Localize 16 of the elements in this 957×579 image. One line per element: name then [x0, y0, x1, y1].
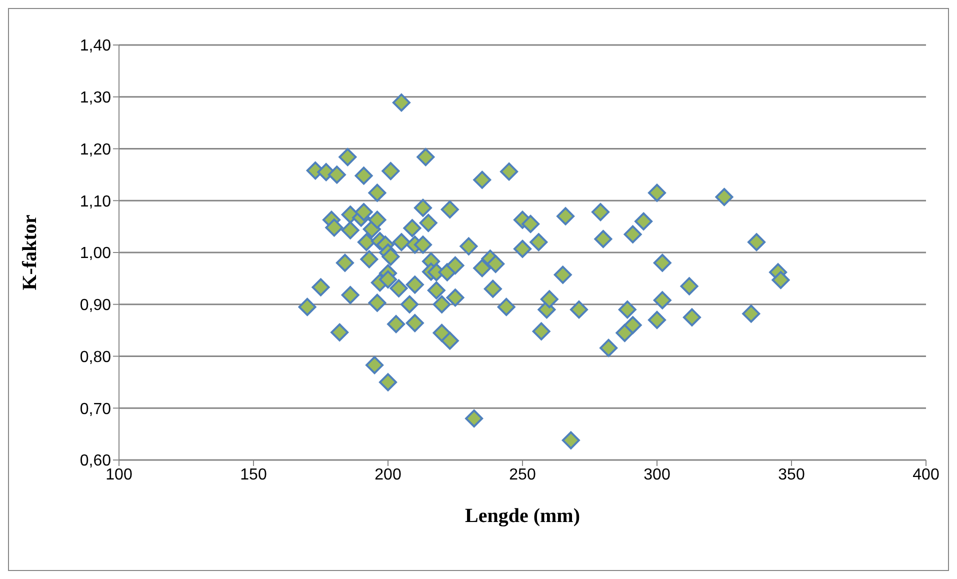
- y-tick-label: 1,10: [80, 193, 112, 210]
- y-tick-label: 0,70: [80, 400, 112, 418]
- y-tick-label: 0,80: [80, 348, 112, 366]
- y-axis-title: K-faktor: [19, 214, 42, 290]
- y-tick-label: 1,00: [80, 245, 112, 262]
- x-tick-label: 250: [509, 466, 536, 484]
- x-axis-title: Lengde (mm): [465, 505, 580, 527]
- y-tick-label: 1,30: [80, 90, 112, 107]
- x-tick-label: 150: [240, 466, 267, 484]
- y-tick-label: 1,40: [80, 38, 112, 55]
- y-tick-label: 0,90: [80, 297, 112, 314]
- x-tick-label: 300: [644, 466, 670, 484]
- x-tick-label: 200: [374, 466, 402, 484]
- y-tick-label: 1,20: [80, 141, 112, 158]
- x-tick-label: 350: [778, 466, 805, 484]
- x-tick-label: 400: [912, 466, 940, 484]
